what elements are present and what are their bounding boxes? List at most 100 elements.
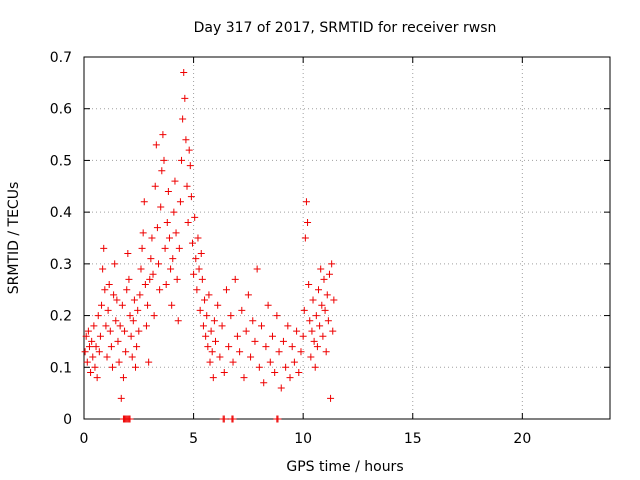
data-point xyxy=(93,374,101,382)
data-point xyxy=(165,234,173,242)
data-point xyxy=(293,327,301,335)
data-point xyxy=(308,327,316,335)
data-point xyxy=(114,337,122,345)
data-point xyxy=(312,312,320,320)
data-point xyxy=(301,234,309,242)
data-point xyxy=(220,415,228,423)
data-point xyxy=(186,162,194,170)
data-point xyxy=(176,198,184,206)
data-point xyxy=(260,379,268,387)
data-point xyxy=(117,394,125,402)
y-axis: 0 0.1 0.2 0.3 0.4 0.5 0.6 0.7 xyxy=(50,50,610,428)
data-point xyxy=(198,275,206,283)
data-point xyxy=(240,374,248,382)
data-point xyxy=(305,281,313,289)
data-point xyxy=(151,182,159,190)
data-point xyxy=(318,301,326,309)
data-point xyxy=(134,306,142,314)
data-point xyxy=(108,363,116,371)
data-point xyxy=(268,332,276,340)
data-point xyxy=(121,327,129,335)
y-tick-label: 0.6 xyxy=(50,102,72,118)
data-point xyxy=(115,358,123,366)
data-point xyxy=(149,270,157,278)
data-point xyxy=(229,415,237,423)
y-tick-label: 0.7 xyxy=(50,50,72,66)
data-point xyxy=(322,348,330,356)
data-point xyxy=(102,322,110,330)
data-point xyxy=(163,218,171,226)
x-tick-label: 10 xyxy=(294,431,312,447)
data-point xyxy=(323,291,331,299)
data-point xyxy=(195,265,203,273)
data-point xyxy=(104,306,112,314)
x-tick-label: 5 xyxy=(189,431,198,447)
data-point xyxy=(180,69,188,77)
data-point xyxy=(279,337,287,345)
data-point xyxy=(253,265,261,273)
data-point xyxy=(136,291,144,299)
data-point xyxy=(288,343,296,351)
data-series xyxy=(81,69,338,423)
y-tick-label: 0.4 xyxy=(50,205,72,221)
data-point xyxy=(98,301,106,309)
data-point xyxy=(123,286,131,294)
data-point xyxy=(264,301,272,309)
data-point xyxy=(231,275,239,283)
data-point xyxy=(190,270,198,278)
data-point xyxy=(107,343,115,351)
data-point xyxy=(178,156,186,164)
data-point xyxy=(124,250,132,258)
data-point xyxy=(183,182,191,190)
data-point xyxy=(299,332,307,340)
data-point xyxy=(140,198,148,206)
data-point xyxy=(212,337,219,345)
data-point xyxy=(110,291,118,299)
data-point xyxy=(321,306,329,314)
data-point xyxy=(111,260,119,268)
data-point xyxy=(105,281,113,289)
data-point xyxy=(191,213,199,221)
data-point xyxy=(244,291,252,299)
data-point xyxy=(218,322,226,330)
data-point xyxy=(277,384,285,392)
y-tick-label: 0.5 xyxy=(50,153,72,169)
data-point xyxy=(158,167,166,175)
data-point xyxy=(328,260,336,268)
data-point xyxy=(127,332,135,340)
data-point xyxy=(262,343,270,351)
data-point xyxy=(309,296,317,304)
data-point xyxy=(295,368,303,376)
data-point xyxy=(92,343,100,351)
data-point xyxy=(89,353,97,361)
data-point xyxy=(95,348,103,356)
y-tick-label: 0.1 xyxy=(50,360,72,376)
data-point xyxy=(125,275,133,283)
data-point xyxy=(229,358,237,366)
data-point xyxy=(152,141,160,149)
data-point xyxy=(210,317,218,325)
chart-title: Day 317 of 2017, SRMTID for receiver rws… xyxy=(194,20,497,36)
data-point xyxy=(201,296,209,304)
x-axis: 0 5 10 15 20 xyxy=(80,57,531,447)
data-point xyxy=(199,322,207,330)
data-point xyxy=(126,415,134,423)
data-point xyxy=(330,296,338,304)
data-point xyxy=(128,353,136,361)
data-point xyxy=(155,260,163,268)
data-point xyxy=(202,332,210,340)
x-axis-label: GPS time / hours xyxy=(286,459,403,475)
data-point xyxy=(132,363,140,371)
data-point xyxy=(216,353,224,361)
data-point xyxy=(196,306,204,314)
data-point xyxy=(197,250,205,258)
data-point xyxy=(214,301,222,309)
data-point xyxy=(167,265,175,273)
data-point xyxy=(144,301,152,309)
data-point xyxy=(139,229,147,237)
data-point xyxy=(84,327,92,335)
data-point xyxy=(172,229,180,237)
data-point xyxy=(274,415,282,423)
data-point xyxy=(170,208,178,216)
y-tick-label: 0.2 xyxy=(50,309,72,325)
